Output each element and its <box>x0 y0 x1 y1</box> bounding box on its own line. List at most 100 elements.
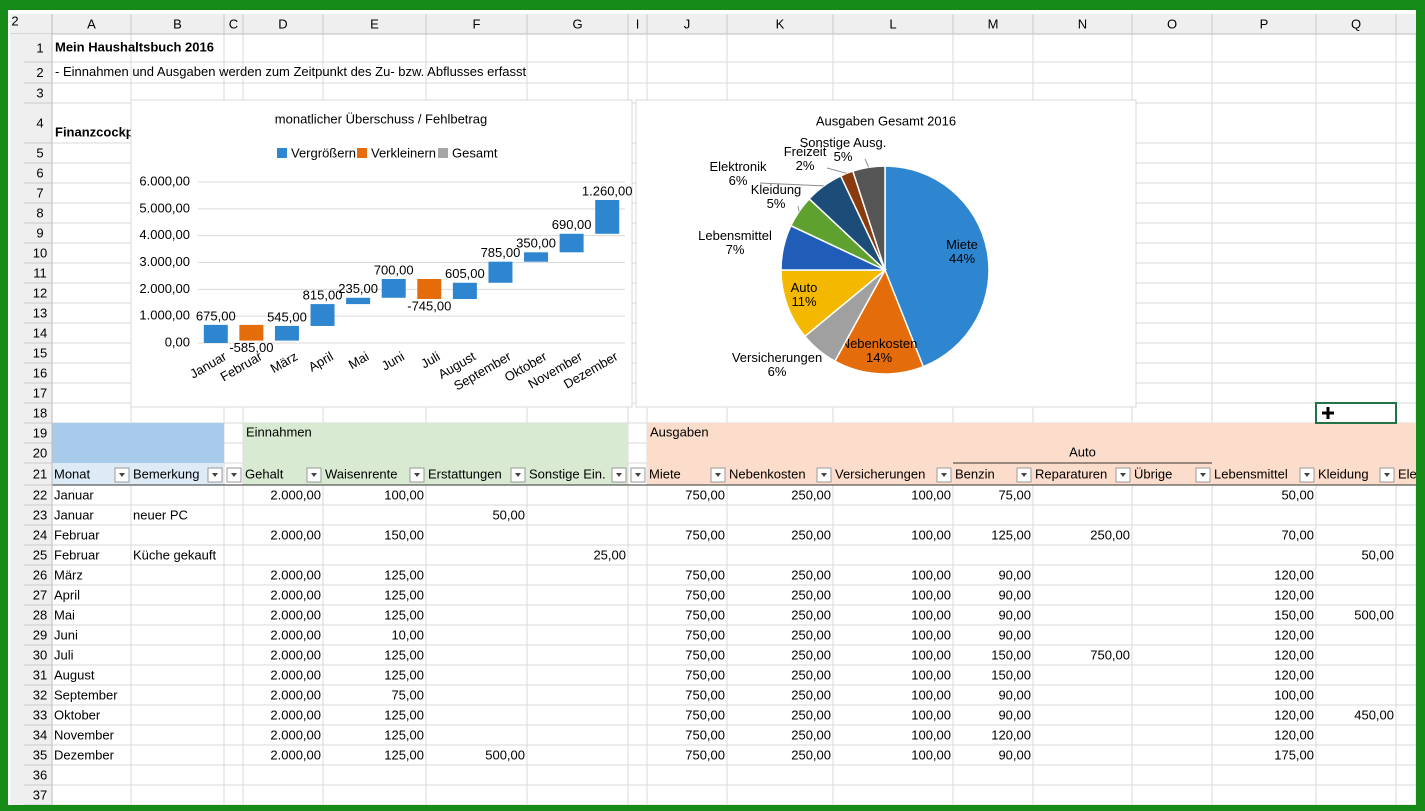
column-header: L <box>889 16 896 31</box>
column-header: C <box>229 16 238 31</box>
table-cell: 100,00 <box>911 527 951 542</box>
table-cell: 150,00 <box>991 647 1031 662</box>
filter-button[interactable] <box>710 467 726 483</box>
filter-button[interactable] <box>207 467 223 483</box>
filter-button[interactable] <box>306 467 322 483</box>
legend-swatch <box>357 148 367 158</box>
row-header: 32 <box>33 687 47 702</box>
section-auto: Auto <box>1069 444 1096 459</box>
row-header: 27 <box>33 587 47 602</box>
filter-button[interactable] <box>936 467 952 483</box>
filter-button[interactable] <box>226 467 242 483</box>
window-frame <box>0 0 8 811</box>
row-header: 36 <box>33 767 47 782</box>
table-cell: 750,00 <box>685 607 725 622</box>
table-cell: 100,00 <box>911 567 951 582</box>
table-cell: 70,00 <box>1281 527 1314 542</box>
filter-button[interactable] <box>630 467 646 483</box>
filter-button[interactable] <box>1379 467 1395 483</box>
table-cell: März <box>54 567 83 582</box>
table-cell: 250,00 <box>791 707 831 722</box>
row-header: 6 <box>36 165 43 180</box>
pie-label: Nebenkosten 14% <box>841 336 918 365</box>
row-header: 28 <box>33 607 47 622</box>
pie-label: Lebensmittel 7% <box>698 228 772 257</box>
table-cell: 750,00 <box>685 747 725 762</box>
table-cell: 75,00 <box>998 487 1031 502</box>
column-header: O <box>1167 16 1177 31</box>
filter-button-arrow <box>941 473 947 477</box>
pie-label-name: Nebenkosten <box>841 336 918 351</box>
chart-title: monatlicher Überschuss / Fehlbetrag <box>275 111 487 126</box>
table-cell: 75,00 <box>391 687 424 702</box>
table-cell: 100,00 <box>911 607 951 622</box>
bar <box>346 297 371 305</box>
filter-button[interactable] <box>114 467 130 483</box>
filter-button[interactable] <box>1115 467 1131 483</box>
table-cell: 120,00 <box>1274 667 1314 682</box>
data-label: 1.260,00 <box>582 183 633 198</box>
table-cell: 125,00 <box>384 727 424 742</box>
filter-button[interactable] <box>409 467 425 483</box>
row-header: 9 <box>36 225 43 240</box>
filter-button[interactable] <box>1016 467 1032 483</box>
table-cell: 250,00 <box>791 727 831 742</box>
table-cell: 250,00 <box>791 647 831 662</box>
row-header: 21 <box>33 466 47 481</box>
table-cell: 125,00 <box>384 647 424 662</box>
row-header: 24 <box>33 527 47 542</box>
table-cell: 250,00 <box>791 567 831 582</box>
filter-button[interactable] <box>611 467 627 483</box>
table-cell: 250,00 <box>791 607 831 622</box>
row-header: 19 <box>33 425 47 440</box>
pie-label-value: 6% <box>729 173 748 188</box>
row-header: 34 <box>33 727 47 742</box>
bar <box>524 252 549 262</box>
table-cell: 150,00 <box>384 527 424 542</box>
table-header: Lebensmittel <box>1214 466 1288 481</box>
table-cell: 2.000,00 <box>270 567 321 582</box>
table-cell: 750,00 <box>685 627 725 642</box>
table-cell: 90,00 <box>998 747 1031 762</box>
table-cell: 100,00 <box>911 707 951 722</box>
y-tick-label: 2.000,00 <box>139 281 190 296</box>
table-cell: 250,00 <box>791 527 831 542</box>
filter-button-arrow <box>821 473 827 477</box>
filter-button[interactable] <box>816 467 832 483</box>
table-cell: 50,00 <box>1281 487 1314 502</box>
table-cell: Januar <box>54 487 94 502</box>
filter-button[interactable] <box>510 467 526 483</box>
row-header: 11 <box>33 265 47 280</box>
table-cell: 750,00 <box>685 687 725 702</box>
data-label: 815,00 <box>303 288 343 303</box>
bar <box>274 325 299 341</box>
filter-button[interactable] <box>1195 467 1211 483</box>
pie-slice <box>884 165 990 368</box>
table-cell: 750,00 <box>685 587 725 602</box>
sheet-subtitle: - Einnahmen und Ausgaben werden zum Zeit… <box>55 64 527 79</box>
row-header: 20 <box>33 445 47 460</box>
row-header: 23 <box>33 507 47 522</box>
data-label: -585,00 <box>229 340 273 355</box>
table-cell: 120,00 <box>1274 587 1314 602</box>
y-tick-label: 6.000,00 <box>139 173 190 188</box>
row-header: 13 <box>33 305 47 320</box>
legend-swatch <box>277 148 287 158</box>
table-cell: Februar <box>54 527 100 542</box>
filter-button-arrow <box>1304 473 1310 477</box>
bar <box>310 304 335 326</box>
row-header: 12 <box>33 285 47 300</box>
table-cell: 750,00 <box>685 707 725 722</box>
row-header: 2 <box>36 65 43 80</box>
y-tick-label: 3.000,00 <box>139 254 190 269</box>
selected-cell <box>1315 402 1397 424</box>
table-cell: 2.000,00 <box>270 527 321 542</box>
table-cell: 100,00 <box>911 487 951 502</box>
table-cell: 250,00 <box>791 667 831 682</box>
y-tick-label: 4.000,00 <box>139 227 190 242</box>
table-cell: 120,00 <box>1274 627 1314 642</box>
row-header: 7 <box>36 185 43 200</box>
table-cell: Oktober <box>54 707 101 722</box>
filter-button[interactable] <box>1299 467 1315 483</box>
